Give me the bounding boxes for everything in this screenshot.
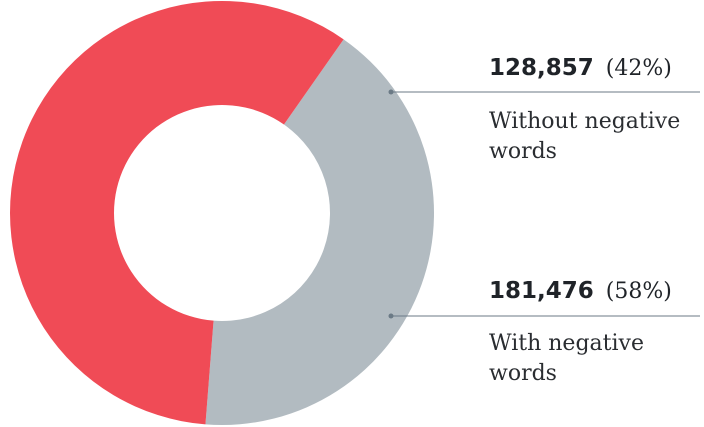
label-group-with-negative: 181,476 (58%) With negative words (489, 278, 672, 386)
value-label-without-negative: 128,857 (42%) (489, 55, 672, 81)
leader-lines (388, 89, 700, 319)
category-label-without-negative-line1: Without negative (489, 109, 680, 134)
category-label-without-negative-line2: words (489, 139, 557, 164)
value-label-with-negative: 181,476 (58%) (489, 278, 672, 304)
leader-dot-without-negative-words (388, 89, 394, 95)
category-label-with-negative-line2: words (489, 361, 557, 386)
category-label-with-negative-line1: With negative (489, 331, 644, 356)
leader-dot-with-negative-words (388, 313, 394, 319)
slice-with-negative-words (10, 1, 344, 425)
donut-slices (10, 1, 435, 425)
slice-without-negative-words (205, 39, 435, 425)
label-group-without-negative: 128,857 (42%) Without negative words (489, 55, 680, 164)
